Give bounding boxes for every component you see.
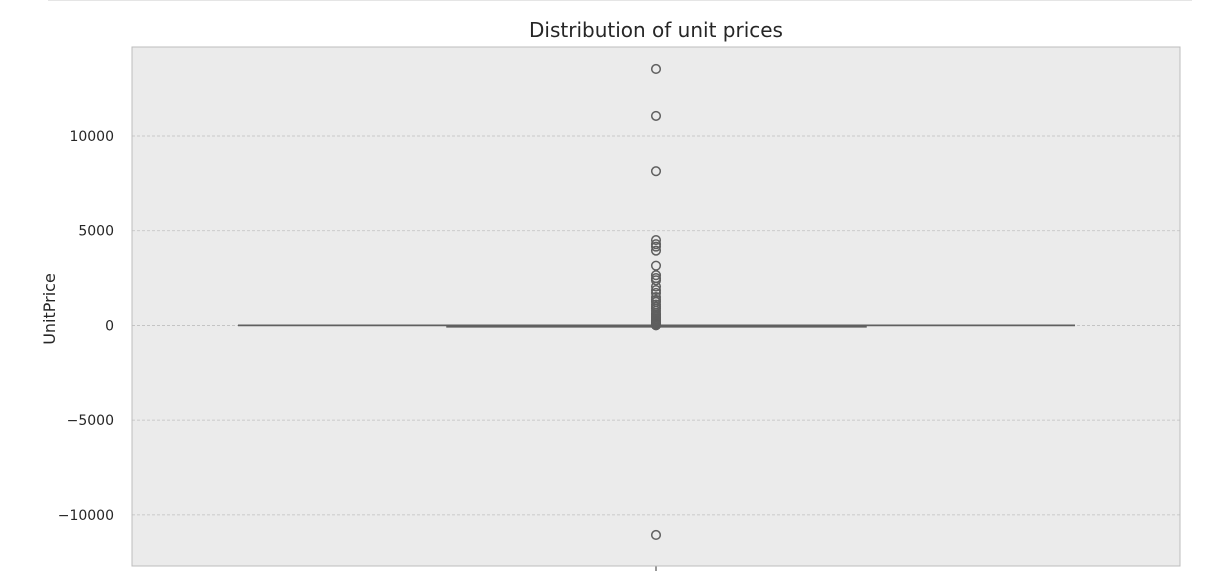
outlier-point <box>650 529 662 541</box>
y-tick-label: 10000 <box>69 129 114 145</box>
outlier-point <box>650 275 662 286</box>
outlier-point <box>650 166 662 177</box>
y-tick-label: 0 <box>105 318 114 334</box>
outlier-point <box>650 270 662 281</box>
outlier-point <box>650 241 662 252</box>
y-tick-label: −5000 <box>67 413 114 429</box>
outlier-point <box>650 320 662 331</box>
outlier-point <box>650 291 662 303</box>
outlier-point <box>650 285 662 296</box>
chart-title: Distribution of unit prices <box>529 18 783 42</box>
outlier-point <box>650 63 662 75</box>
outlier-point <box>650 235 662 246</box>
y-tick-label: −10000 <box>58 508 114 524</box>
outlier-point <box>650 260 662 271</box>
outlier-points <box>650 63 662 541</box>
y-axis-label: UnitPrice <box>40 273 59 345</box>
plot-frame <box>131 46 1181 567</box>
outlier-point <box>650 245 662 256</box>
outlier-point <box>650 281 662 292</box>
outlier-point <box>650 110 662 121</box>
y-tick-label: 5000 <box>78 224 114 240</box>
y-axis-ticks: −10000 −5000 0 5000 10000 <box>58 129 114 524</box>
top-divider <box>48 0 1192 1</box>
